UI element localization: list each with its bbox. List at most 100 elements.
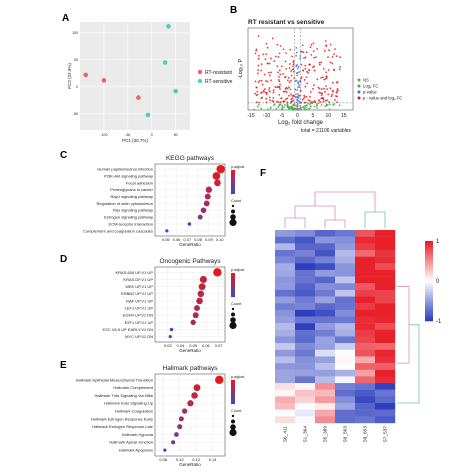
heatmap-cell bbox=[335, 303, 356, 311]
heatmap-cell bbox=[355, 336, 376, 344]
heatmap-cell bbox=[355, 409, 376, 417]
heatmap-scale-step bbox=[425, 277, 433, 280]
heatmap-scale-label: -1 bbox=[436, 319, 442, 325]
heatmap-scale-step bbox=[425, 307, 433, 310]
heatmap-cell bbox=[355, 356, 376, 364]
volcano-point-significant bbox=[331, 93, 334, 96]
heatmap-scale-step bbox=[425, 253, 433, 256]
volcano-point-significant bbox=[332, 89, 335, 92]
volcano-point-significant bbox=[290, 79, 292, 82]
volcano-point-fc bbox=[305, 108, 308, 111]
volcano-point-significant bbox=[304, 101, 307, 104]
heatmap-cell bbox=[375, 383, 396, 390]
hallmark-padj-legend-step bbox=[231, 398, 235, 401]
kegg-x-tick-label: 0.09 bbox=[205, 237, 214, 242]
hallmark-dot bbox=[177, 424, 183, 430]
heatmap-cell bbox=[295, 296, 316, 304]
volcano-point-fc bbox=[320, 104, 323, 106]
heatmap-cell bbox=[315, 363, 336, 370]
oncogenic-padj-legend-step bbox=[231, 295, 235, 298]
volcano-point-significant bbox=[283, 100, 286, 103]
volcano-point-significant bbox=[323, 78, 326, 81]
volcano-point-significant bbox=[284, 75, 287, 78]
heatmap-cell bbox=[335, 329, 356, 337]
volcano-point-significant bbox=[306, 82, 309, 85]
volcano-point-fc bbox=[275, 107, 278, 110]
volcano-point-significant bbox=[308, 63, 311, 66]
kegg-x-tick-label: 0.07 bbox=[183, 237, 192, 242]
volcano-point-significant bbox=[270, 57, 272, 60]
heatmap-cell bbox=[335, 396, 356, 404]
volcano-point-fc bbox=[338, 104, 341, 107]
heatmap-scale-step bbox=[425, 295, 433, 298]
heatmap-cell bbox=[275, 343, 296, 350]
volcano-point-fc bbox=[302, 105, 305, 108]
kegg-count-legend-dot bbox=[230, 214, 236, 220]
oncogenic-x-tick-label: 0.05 bbox=[189, 343, 198, 348]
heatmap-cell bbox=[275, 383, 296, 390]
heatmap-cell bbox=[355, 416, 376, 424]
volcano-point-p bbox=[299, 101, 301, 103]
volcano-point-p bbox=[297, 83, 300, 86]
heatmap-cell bbox=[315, 283, 336, 291]
kegg-category-label: Focal adhesion bbox=[126, 180, 153, 185]
volcano-point-fc bbox=[287, 108, 290, 110]
volcano-point-fc bbox=[279, 103, 282, 106]
volcano-x-axis-label: Log₂ fold change bbox=[278, 120, 324, 126]
volcano-legend-label: Log₂ FC bbox=[363, 84, 378, 89]
oncogenic-count-legend-dot bbox=[231, 312, 235, 317]
heatmap-cell bbox=[295, 356, 316, 364]
pca-x-tick-label: -50 bbox=[125, 133, 130, 137]
oncogenic-dot bbox=[168, 335, 172, 339]
volcano-point-fc bbox=[286, 102, 289, 105]
kegg-dot bbox=[187, 222, 192, 226]
kegg-dot bbox=[205, 186, 213, 193]
volcano-point-significant bbox=[286, 79, 289, 82]
heatmap-cell bbox=[375, 323, 396, 331]
kegg-padj-legend-step bbox=[231, 184, 235, 187]
heatmap-scale-label: 0 bbox=[436, 279, 440, 285]
heatmap-cell bbox=[275, 409, 296, 417]
volcano-point-fc bbox=[286, 104, 289, 107]
volcano-point-significant bbox=[322, 98, 325, 101]
heatmap-cell bbox=[275, 389, 296, 397]
volcano-point-fc bbox=[307, 102, 309, 105]
heatmap-cell bbox=[275, 316, 296, 324]
heatmap-cell bbox=[275, 249, 296, 257]
hallmark-category-label: Hallmark Hypoxia bbox=[122, 432, 154, 437]
heatmap-cell bbox=[335, 249, 356, 257]
volcano-legend-label: p - value and log₂ FC bbox=[363, 96, 402, 101]
heatmap-cell bbox=[335, 383, 356, 390]
heatmap-scale-step bbox=[425, 247, 433, 250]
volcano-point-significant bbox=[278, 76, 280, 78]
heatmap-cell bbox=[315, 303, 336, 311]
oncogenic-padj-legend-step bbox=[231, 285, 235, 288]
hallmark-category-label: Hallmark Estrogen Response Early bbox=[91, 416, 153, 421]
hallmark-plot-area bbox=[154, 373, 226, 457]
volcano-point-p bbox=[296, 96, 298, 99]
kegg-x-tick-label: 0.08 bbox=[194, 237, 203, 242]
volcano-legend-label: p-value bbox=[363, 90, 377, 95]
hallmark-category-label: Hallmark Kras Signaling Up bbox=[104, 401, 154, 406]
volcano-point-p bbox=[294, 88, 297, 91]
volcano-point-p bbox=[296, 71, 299, 74]
pca-legend-swatch bbox=[197, 78, 203, 84]
heatmap-cell bbox=[355, 276, 376, 284]
heatmap-cell bbox=[355, 230, 376, 237]
heatmap-cell bbox=[295, 363, 316, 370]
volcano-point-significant bbox=[292, 61, 295, 64]
heatmap-cell bbox=[335, 296, 356, 304]
hallmark-padj-legend-step bbox=[231, 380, 235, 383]
volcano-point-significant bbox=[260, 69, 263, 72]
heatmap-cell bbox=[375, 409, 396, 417]
heatmap-cell bbox=[355, 369, 376, 377]
kegg-x-tick-label: 0.06 bbox=[173, 237, 182, 242]
heatmap-scale-step bbox=[425, 259, 433, 262]
pca-y-tick-label: -50 bbox=[73, 112, 78, 116]
hallmark-dot bbox=[191, 392, 198, 399]
oncogenic-count-legend-dot bbox=[231, 307, 235, 311]
heatmap-scale-step bbox=[425, 319, 433, 322]
heatmap-cell bbox=[275, 303, 296, 311]
heatmap-scale-step bbox=[425, 261, 433, 264]
hallmark-dot bbox=[178, 416, 184, 422]
